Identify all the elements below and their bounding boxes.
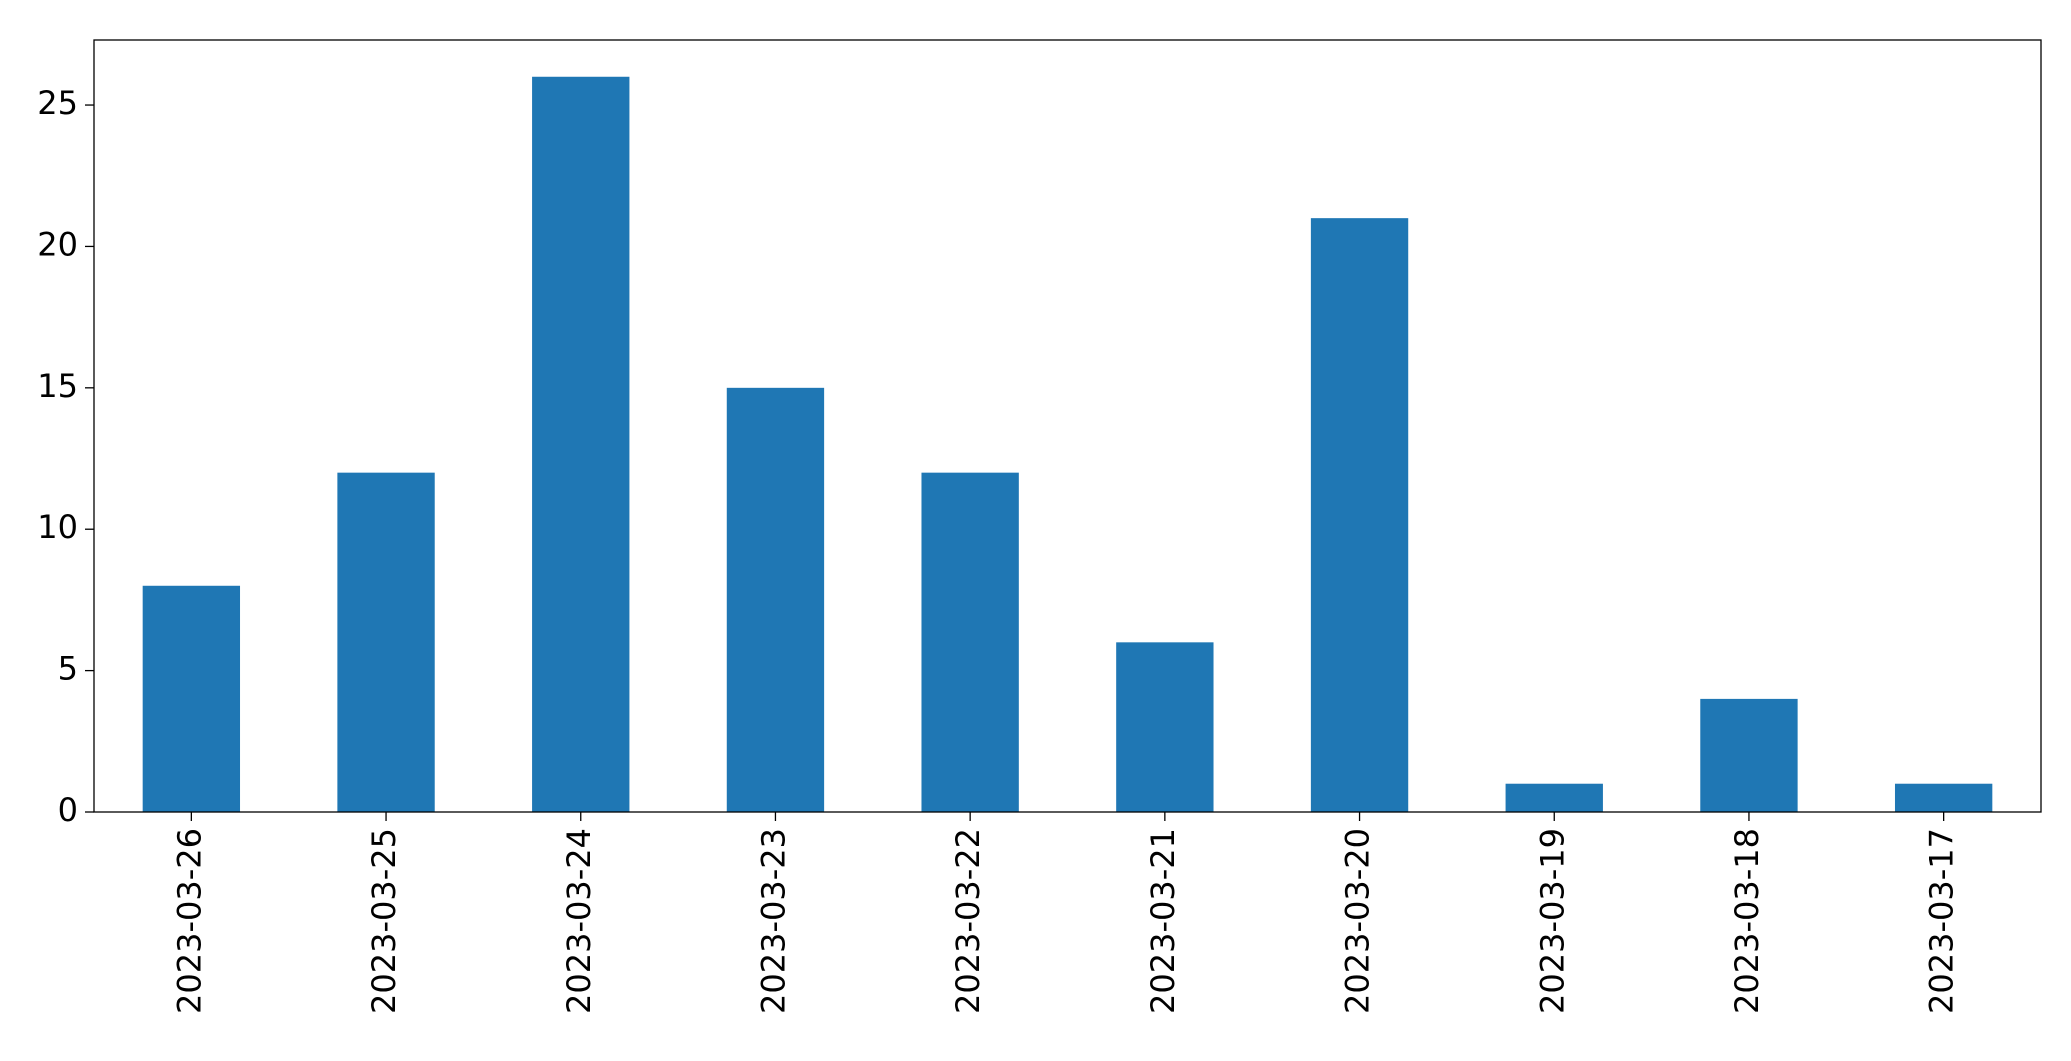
x-tick-label: 2023-03-25: [365, 828, 403, 1014]
x-tick-label: 2023-03-18: [1728, 828, 1766, 1014]
y-tick-label: 25: [37, 84, 78, 122]
y-tick-label: 20: [37, 225, 78, 263]
x-tick-label: 2023-03-23: [754, 828, 792, 1014]
y-tick-label: 10: [37, 508, 78, 546]
x-tick-label: 2023-03-17: [1923, 828, 1961, 1014]
bar: [1894, 783, 1993, 812]
y-tick-label: 0: [58, 791, 78, 829]
x-tick-label: 2023-03-21: [1144, 828, 1182, 1014]
plot-frame: [93, 39, 2042, 813]
bar: [921, 472, 1019, 812]
x-tick-label: 2023-03-19: [1533, 828, 1571, 1014]
x-tick-label: 2023-03-26: [170, 828, 208, 1014]
bar: [1310, 218, 1409, 813]
bar: [532, 76, 630, 812]
bar: [1505, 783, 1603, 812]
x-tick-label: 2023-03-20: [1339, 828, 1377, 1014]
bar: [1700, 698, 1798, 812]
bar: [142, 585, 241, 812]
bar: [337, 472, 435, 812]
y-tick-label: 5: [58, 650, 78, 688]
bar: [1116, 642, 1214, 812]
x-tick-label: 2023-03-22: [949, 828, 987, 1014]
x-tick-label: 2023-03-24: [560, 828, 598, 1014]
bar: [726, 387, 825, 812]
y-tick-label: 15: [37, 367, 78, 405]
